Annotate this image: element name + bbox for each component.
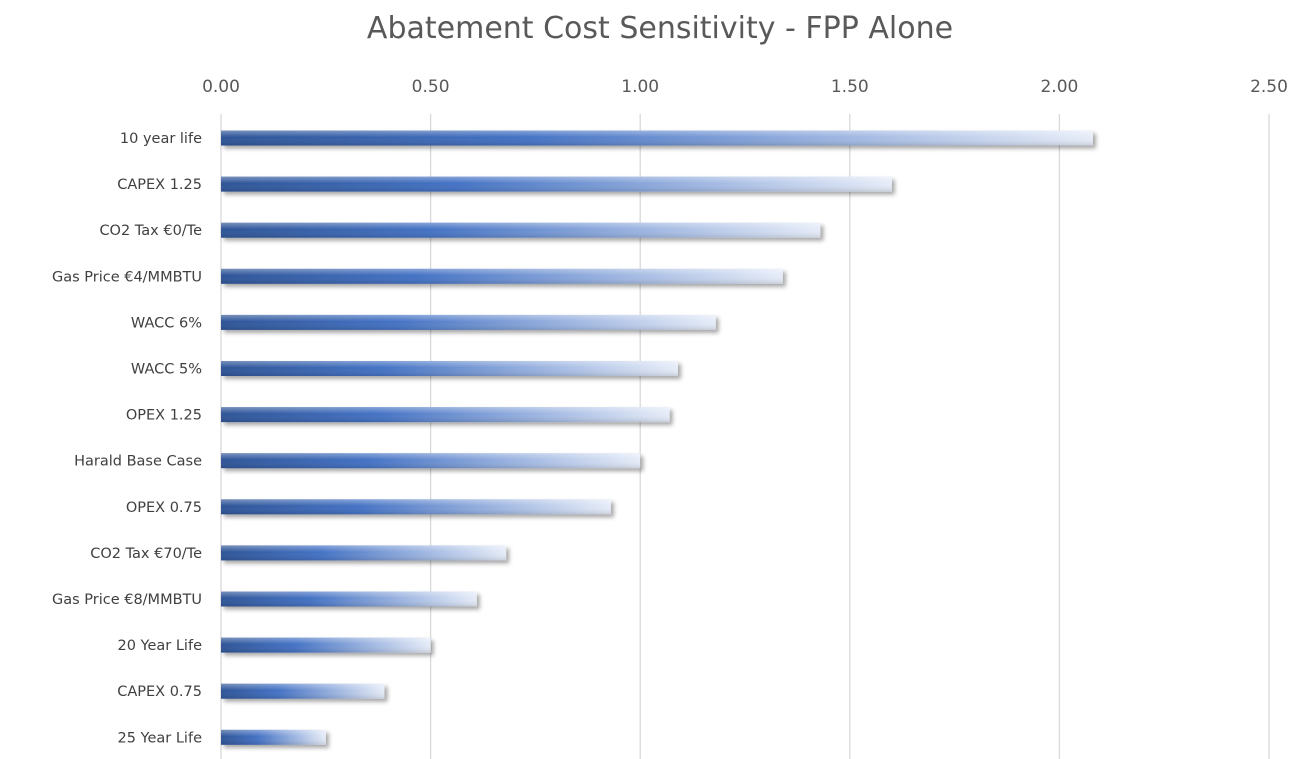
category-label: Gas Price €4/MMBTU [52,269,202,285]
x-tick-label: 0.50 [412,77,450,97]
x-tick-label: 1.00 [621,77,659,97]
category-label: WACC 6% [131,315,202,331]
bar-sheen [221,638,431,653]
category-label: CAPEX 0.75 [117,684,202,700]
x-tick-label: 2.00 [1040,77,1078,97]
bar [221,730,326,745]
bar [221,315,716,330]
bar-sheen [221,361,678,376]
bar [221,545,506,560]
bar-sheen [221,407,670,422]
bar-sheen [221,684,384,699]
chart-title: Abatement Cost Sensitivity - FPP Alone [367,11,953,46]
bar [221,269,783,284]
bar-sheen [221,453,640,468]
category-label: 10 year life [120,131,202,147]
bar-sheen [221,592,477,607]
bar-sheen [221,315,716,330]
x-tick-label: 1.50 [831,77,869,97]
bar [221,453,640,468]
category-label: Gas Price €8/MMBTU [52,592,202,608]
category-label: CO2 Tax €0/Te [99,223,202,239]
bar-sheen [221,223,820,238]
category-label: CO2 Tax €70/Te [90,546,202,562]
bar [221,223,820,238]
bar [221,407,670,422]
bar-sheen [221,730,326,745]
bar-sheen [221,177,892,192]
bar [221,361,678,376]
bar [221,638,431,653]
category-label: WACC 5% [131,362,202,378]
bar [221,177,892,192]
bar-sheen [221,499,611,514]
category-label: 25 Year Life [117,730,202,746]
gridlines [221,114,1269,759]
bar [221,499,611,514]
x-tick-label: 2.50 [1250,77,1288,97]
bar [221,684,384,699]
bar-sheen [221,131,1093,146]
bar-sheen [221,545,506,560]
category-label: Harald Base Case [74,454,202,470]
bars [221,131,1093,745]
category-label: CAPEX 1.25 [117,177,202,193]
category-label: OPEX 0.75 [126,500,202,516]
x-tick-label: 0.00 [202,77,240,97]
bar-sheen [221,269,783,284]
x-axis-tick-labels: 0.00 0.50 1.00 1.50 2.00 2.50 [202,77,1288,97]
bar [221,592,477,607]
category-labels: 10 year life CAPEX 1.25 CO2 Tax €0/Te Gas P… [52,131,202,746]
bar [221,131,1093,146]
category-label: 20 Year Life [117,638,202,654]
category-label: OPEX 1.25 [126,408,202,424]
